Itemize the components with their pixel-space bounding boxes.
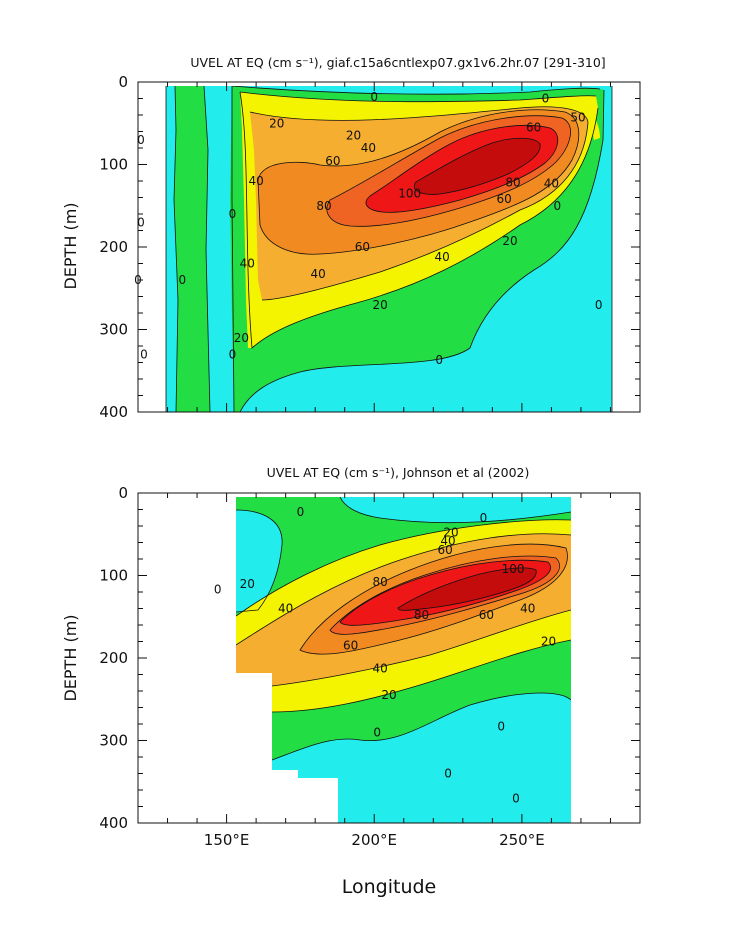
bottom-band-cyan-nw: [236, 510, 283, 612]
top-contour-label: 20: [502, 234, 517, 248]
top-band-green-west: [174, 86, 210, 412]
top-contour-label: 20: [234, 331, 249, 345]
bottom-tick-marks: [138, 492, 640, 824]
top-y-tick-label: 200: [99, 238, 128, 256]
bottom-y-tick-label: 400: [99, 814, 128, 832]
bottom-contour-label: 0: [512, 791, 520, 805]
bottom-contour-fill: [236, 497, 571, 823]
top-contour-label: 60: [526, 120, 541, 134]
top-y-tick-label: 100: [99, 156, 128, 174]
bottom-contour-label: 60: [437, 543, 452, 557]
top-chart-title: UVEL AT EQ (cm s⁻¹), giaf.c15a6cntlexp07…: [190, 55, 605, 70]
bottom-x-tick-label: 200°E: [351, 831, 397, 849]
top-contour-label: 50: [570, 110, 585, 124]
bottom-contour-label: 0: [480, 511, 488, 525]
top-y-tick-labels: 0 100 200 300 400: [99, 73, 128, 421]
top-tick-marks: [138, 81, 640, 413]
bottom-x-tick-label: 150°E: [204, 831, 250, 849]
bottom-contour-label: 40: [440, 534, 455, 548]
top-contour-label: 40: [435, 250, 450, 264]
top-contour-lines: [173, 86, 605, 412]
bottom-y-tick-label: 100: [99, 567, 128, 585]
top-contour-label: 80: [505, 176, 520, 190]
top-contour-label: 40: [248, 174, 263, 188]
bottom-x-tick-label: 250°E: [499, 831, 545, 849]
bottom-contour-label: 20: [240, 577, 255, 591]
top-contour-label: 0: [178, 273, 186, 287]
bottom-contour-label: 40: [520, 602, 535, 616]
top-contour-label: 0: [229, 347, 237, 361]
top-contour-label: 0: [370, 90, 378, 104]
top-y-tick-label: 400: [99, 403, 128, 421]
bottom-chart-title: UVEL AT EQ (cm s⁻¹), Johnson et al (2002…: [267, 465, 530, 480]
top-contour-label: 0: [553, 199, 561, 213]
bottom-contour-label: 0: [497, 719, 505, 733]
bottom-contour-lines: [236, 497, 571, 761]
top-y-axis-label: DEPTH (m): [61, 202, 80, 289]
bottom-contour-label: 20: [381, 688, 396, 702]
bottom-contour-label: 0: [297, 505, 305, 519]
bottom-contour-label: 20: [541, 635, 556, 649]
top-contour-label: 60: [497, 192, 512, 206]
bottom-contour-label: 80: [414, 608, 429, 622]
top-panel: UVEL AT EQ (cm s⁻¹), giaf.c15a6cntlexp07…: [61, 55, 641, 421]
top-contour-label: 100: [398, 186, 421, 200]
top-contour-label: 0: [229, 207, 237, 221]
top-contour-label: 0: [137, 133, 145, 147]
top-contour-label: 60: [325, 154, 340, 168]
top-contour-label: 40: [310, 267, 325, 281]
top-contour-label: 0: [134, 273, 142, 287]
top-contour-label: 0: [140, 347, 148, 361]
bottom-contour-label: 60: [479, 608, 494, 622]
top-contour-label: 80: [316, 199, 331, 213]
bottom-y-tick-labels: 0 100 200 300 400: [99, 484, 128, 832]
bottom-y-tick-label: 300: [99, 732, 128, 750]
bottom-contour-label: 40: [373, 662, 388, 676]
bottom-contour-label: 60: [343, 639, 358, 653]
bottom-contour-label: 0: [373, 725, 381, 739]
bottom-band-cyan-s: [272, 693, 571, 823]
top-contour-label: 0: [435, 353, 443, 367]
top-contour-label: 20: [346, 129, 361, 143]
top-contour-label: 40: [361, 141, 376, 155]
bottom-band-cyan-ne: [340, 497, 571, 523]
top-band-red-dark: [414, 138, 541, 195]
top-y-tick-label: 300: [99, 321, 128, 339]
bottom-panel: UVEL AT EQ (cm s⁻¹), Johnson et al (2002…: [61, 465, 641, 898]
bottom-contour-label: 20: [443, 526, 458, 540]
top-contour-label: 0: [595, 298, 603, 312]
top-contour-label: 60: [355, 240, 370, 254]
top-contour-label: 0: [542, 92, 550, 106]
bottom-contour-label: 0: [444, 767, 452, 781]
bottom-band-red-dark: [398, 567, 537, 611]
bottom-contour-label: 80: [373, 575, 388, 589]
bottom-contour-label: 100: [502, 562, 525, 576]
bottom-x-axis-label: Longitude: [342, 876, 437, 898]
top-contour-label: 20: [373, 298, 388, 312]
bottom-contour-label: 40: [278, 602, 293, 616]
bottom-x-tick-labels: 150°E 200°E 250°E: [204, 831, 545, 849]
bottom-y-axis-label: DEPTH (m): [61, 614, 80, 701]
top-y-tick-label: 0: [118, 73, 128, 91]
top-contour-label: 40: [240, 257, 255, 271]
top-contour-label: 40: [544, 176, 559, 190]
top-contour-label: 0: [137, 215, 145, 229]
top-contour-fill: [166, 86, 612, 412]
bottom-y-tick-label: 0: [118, 484, 128, 502]
bottom-y-tick-label: 200: [99, 649, 128, 667]
bottom-contour-label: 0: [214, 583, 222, 597]
top-contour-label: 20: [269, 116, 284, 130]
